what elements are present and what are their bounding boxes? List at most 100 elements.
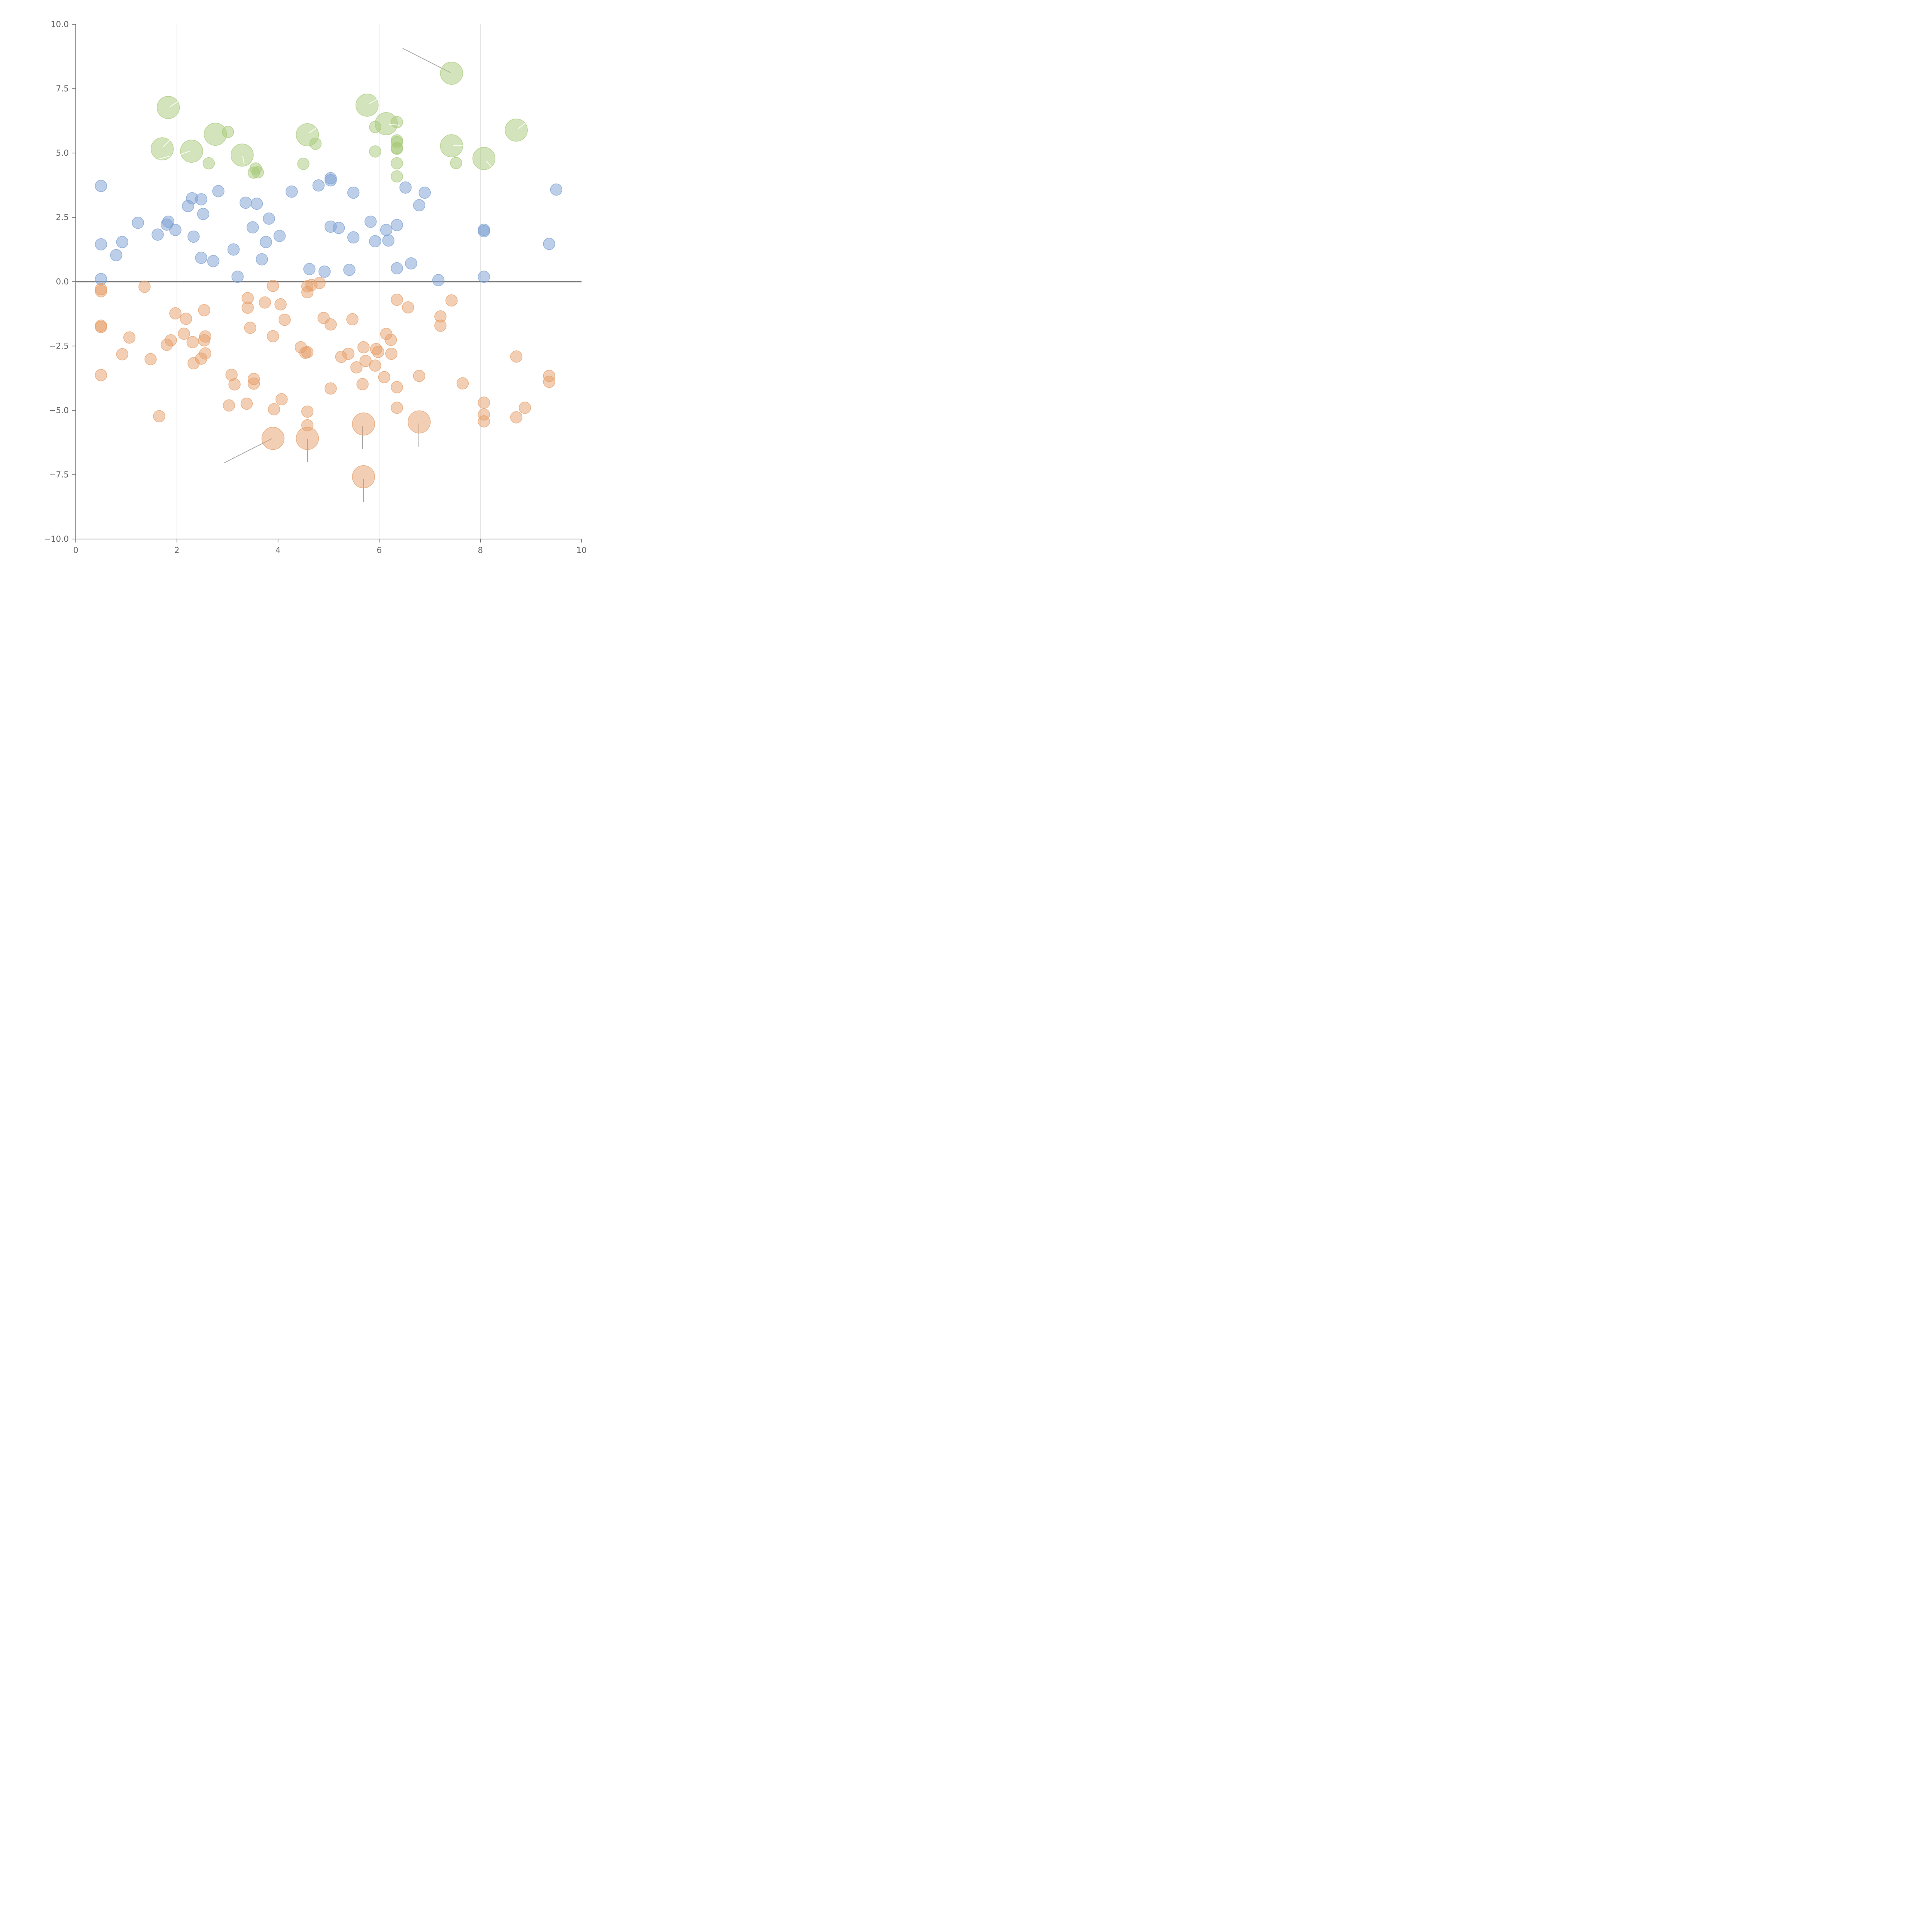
x-tick-label: 4 bbox=[276, 546, 281, 555]
data-point bbox=[244, 321, 257, 334]
data-point bbox=[543, 238, 555, 250]
data-point bbox=[231, 270, 244, 283]
leader-line bbox=[309, 127, 317, 133]
x-tick-label: 10 bbox=[577, 546, 587, 555]
data-point bbox=[413, 199, 425, 211]
y-tick-label: −2.5 bbox=[49, 342, 69, 351]
data-point bbox=[132, 216, 144, 229]
data-point bbox=[116, 236, 129, 248]
data-point bbox=[347, 231, 360, 244]
data-point bbox=[259, 296, 271, 309]
data-point bbox=[543, 376, 555, 388]
data-point bbox=[478, 270, 490, 283]
data-point bbox=[372, 346, 384, 358]
data-point bbox=[151, 137, 174, 161]
data-point bbox=[332, 222, 345, 234]
x-tick-label: 6 bbox=[377, 546, 382, 555]
data-point bbox=[519, 401, 531, 414]
data-point bbox=[242, 301, 254, 314]
data-point bbox=[385, 347, 398, 360]
data-point bbox=[391, 157, 403, 170]
y-tick-label: 7.5 bbox=[56, 84, 69, 94]
leader-line bbox=[180, 151, 190, 155]
data-point bbox=[138, 281, 151, 293]
data-point bbox=[178, 327, 190, 340]
data-point bbox=[352, 465, 375, 488]
data-point bbox=[405, 257, 417, 270]
data-point bbox=[187, 230, 200, 243]
data-point bbox=[347, 186, 360, 199]
data-point bbox=[324, 174, 337, 187]
data-point bbox=[324, 382, 337, 395]
data-point bbox=[378, 371, 391, 383]
data-point bbox=[180, 313, 192, 325]
data-point bbox=[384, 333, 397, 346]
data-point bbox=[391, 142, 403, 155]
data-point bbox=[274, 298, 287, 311]
data-point bbox=[240, 196, 252, 209]
data-point bbox=[380, 224, 393, 236]
data-point bbox=[286, 185, 298, 198]
data-point bbox=[230, 143, 254, 167]
data-point bbox=[357, 341, 370, 354]
data-point bbox=[440, 61, 463, 85]
data-point bbox=[227, 243, 240, 256]
y-tick-label: 2.5 bbox=[56, 213, 69, 222]
data-point bbox=[116, 348, 129, 361]
data-point bbox=[223, 399, 235, 412]
data-point bbox=[240, 397, 253, 410]
data-point bbox=[156, 96, 180, 119]
data-point bbox=[309, 138, 322, 150]
y-tick-label: −10.0 bbox=[44, 534, 69, 544]
data-point bbox=[440, 134, 463, 158]
data-point bbox=[352, 412, 375, 436]
data-point bbox=[186, 336, 199, 349]
data-point bbox=[165, 334, 177, 347]
data-point bbox=[391, 170, 403, 183]
data-point bbox=[247, 221, 259, 234]
data-point bbox=[391, 293, 403, 306]
data-point bbox=[276, 393, 288, 406]
data-point bbox=[478, 396, 490, 409]
data-point bbox=[355, 94, 379, 117]
data-point bbox=[199, 330, 211, 343]
x-tick-label: 2 bbox=[174, 546, 179, 555]
data-point bbox=[346, 313, 359, 325]
y-tick-label: 10.0 bbox=[51, 20, 69, 29]
leader-line bbox=[517, 122, 526, 129]
leader-line bbox=[163, 139, 170, 147]
y-tick-label: −7.5 bbox=[49, 470, 69, 480]
data-point bbox=[391, 401, 403, 414]
data-point bbox=[472, 147, 496, 170]
data-point bbox=[162, 216, 175, 228]
data-point bbox=[95, 238, 107, 251]
data-point bbox=[445, 294, 458, 307]
leader-line bbox=[452, 145, 466, 146]
data-point bbox=[195, 252, 207, 264]
data-point bbox=[95, 321, 107, 333]
leader-line bbox=[242, 156, 245, 164]
data-point bbox=[364, 216, 377, 228]
data-point bbox=[510, 411, 522, 423]
leader-line bbox=[388, 124, 401, 126]
data-point bbox=[207, 255, 219, 267]
data-point bbox=[324, 318, 337, 331]
data-point bbox=[144, 353, 157, 366]
data-point bbox=[510, 350, 522, 363]
data-point bbox=[434, 320, 447, 332]
data-point bbox=[228, 378, 241, 391]
data-point bbox=[263, 213, 275, 225]
data-point bbox=[418, 186, 431, 199]
data-point bbox=[342, 347, 355, 360]
data-point bbox=[169, 307, 182, 320]
data-point bbox=[297, 158, 310, 170]
data-point bbox=[391, 116, 403, 128]
leader-line bbox=[170, 101, 179, 107]
data-point bbox=[391, 381, 403, 393]
data-point bbox=[301, 346, 314, 359]
data-points bbox=[95, 61, 563, 488]
data-point bbox=[222, 126, 234, 138]
data-point bbox=[296, 427, 319, 450]
data-point bbox=[391, 262, 403, 275]
scatter-chart: 0 2 4 6 8 10 −10.0 −7.5 −5.0 −2.5 0.0 2.5 5.0 7.5 10.0 bbox=[44, 20, 587, 555]
